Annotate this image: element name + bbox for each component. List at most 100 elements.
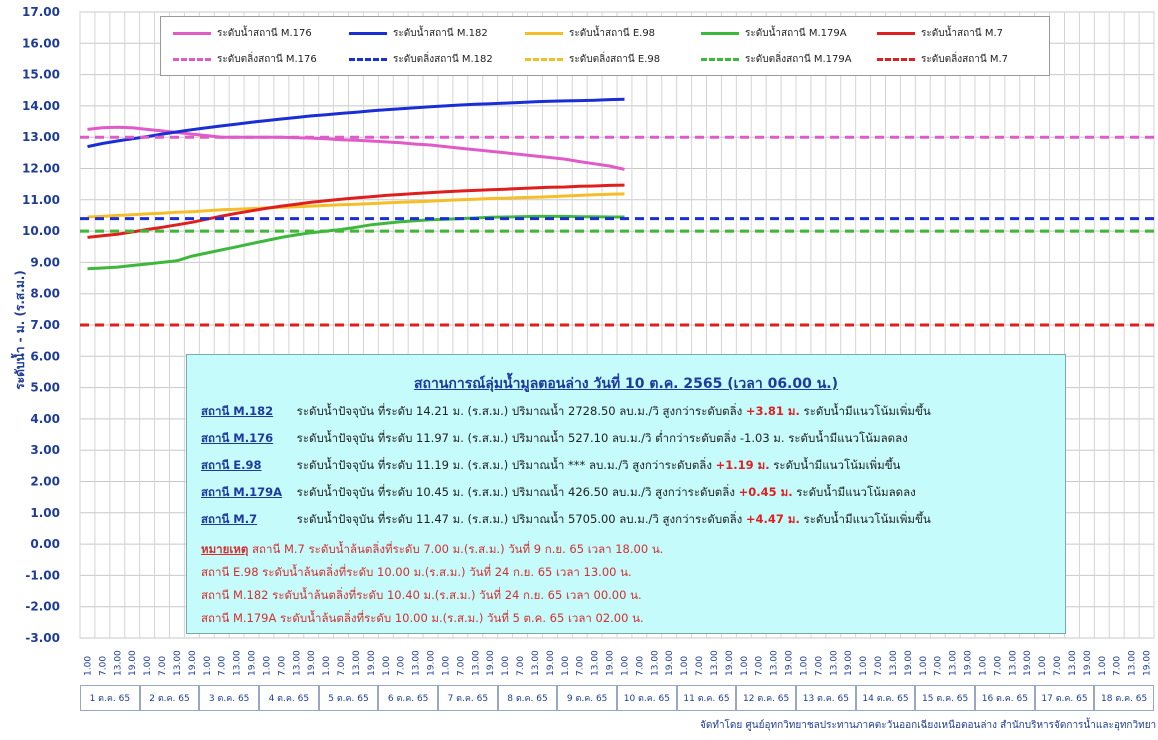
x-tick-label: 7.00 bbox=[695, 656, 705, 676]
trend-text: ระดับน้ำมีแนวโน้มเพิ่มขึ้น bbox=[773, 458, 901, 472]
date-box: 1 ต.ค. 65 bbox=[80, 685, 140, 711]
legend-swatch bbox=[173, 57, 211, 61]
current-level: ระดับน้ำปัจจุบัน ที่ระดับ 11.97 ม. (ร.ส.… bbox=[296, 431, 509, 445]
station-link[interactable]: สถานี M.176 bbox=[201, 431, 274, 445]
y-tick-label: 16.00 bbox=[22, 36, 60, 50]
x-tick-label: 13.00 bbox=[1068, 650, 1078, 676]
y-tick-label: 13.00 bbox=[22, 130, 60, 144]
legend-label: ระดับตลิ่งสถานี M.176 bbox=[217, 53, 317, 65]
legend-item: ระดับตลิ่งสถานี E.98 bbox=[525, 49, 660, 69]
legend-swatch bbox=[701, 31, 739, 35]
note-row: สถานี M.179A ระดับน้ำล้นตลิ่งที่ระดับ 10… bbox=[201, 610, 1059, 630]
x-tick-label: 13.00 bbox=[292, 650, 302, 676]
x-tick-label: 1.00 bbox=[441, 656, 451, 676]
date-box: 2 ต.ค. 65 bbox=[139, 685, 200, 711]
x-tick-label: 7.00 bbox=[337, 656, 347, 676]
note-text: สถานี M.7 ระดับน้ำล้นตลิ่งที่ระดับ 7.00 … bbox=[252, 542, 664, 556]
flow-rate: ปริมาณน้ำ 5705.00 ลบ.ม./วิ bbox=[511, 512, 659, 526]
y-tick-label: 8.00 bbox=[30, 287, 60, 301]
x-tick-label: 19.00 bbox=[546, 650, 556, 676]
y-axis-label: ระดับน้ำ - ม. (ร.ส.ม.) bbox=[10, 270, 27, 390]
station-status-row: สถานี M.179A ระดับน้ำปัจจุบัน ที่ระดับ 1… bbox=[201, 484, 1059, 504]
station-link[interactable]: สถานี M.7 bbox=[201, 512, 258, 526]
x-tick-label: 1.00 bbox=[978, 656, 988, 676]
x-tick-label: 19.00 bbox=[606, 650, 616, 676]
x-tick-label: 7.00 bbox=[218, 656, 228, 676]
legend-swatch bbox=[525, 57, 563, 61]
station-status-row: สถานี M.7 ระดับน้ำปัจจุบัน ที่ระดับ 11.4… bbox=[201, 511, 1059, 531]
station-link[interactable]: สถานี E.98 bbox=[201, 458, 262, 472]
x-tick-label: 13.00 bbox=[233, 650, 243, 676]
x-tick-label: 19.00 bbox=[725, 650, 735, 676]
note-row: สถานี M.182 ระดับน้ำล้นตลิ่งที่ระดับ 10.… bbox=[201, 587, 1059, 607]
x-tick-label: 1.00 bbox=[919, 656, 929, 676]
level-difference: +4.47 ม. bbox=[745, 512, 800, 526]
x-tick-label: 19.00 bbox=[188, 650, 198, 676]
water-level-line bbox=[87, 97, 625, 149]
legend-label: ระดับน้ำสถานี M.182 bbox=[393, 27, 488, 39]
x-tick-label: 7.00 bbox=[516, 656, 526, 676]
x-tick-label: 7.00 bbox=[635, 656, 645, 676]
x-tick-label: 13.00 bbox=[770, 650, 780, 676]
water-level-line bbox=[87, 192, 625, 219]
x-tick-label: 7.00 bbox=[1053, 656, 1063, 676]
x-tick-label: 19.00 bbox=[128, 650, 138, 676]
x-tick-label: 19.00 bbox=[248, 650, 258, 676]
station-link[interactable]: สถานี M.182 bbox=[201, 404, 274, 418]
y-tick-label: 1.00 bbox=[30, 506, 60, 520]
x-tick-label: 7.00 bbox=[874, 656, 884, 676]
situation-title: สถานการณ์ลุ่มน้ำมูลตอนล่าง วันที่ 10 ต.ค… bbox=[413, 376, 839, 392]
date-box: 5 ต.ค. 65 bbox=[318, 685, 379, 711]
legend-swatch bbox=[349, 57, 387, 61]
x-tick-label: 1.00 bbox=[262, 656, 272, 676]
note-header: หมายเหตุ bbox=[201, 542, 249, 556]
legend-swatch bbox=[525, 31, 563, 35]
x-tick-label: 19.00 bbox=[785, 650, 795, 676]
level-difference: +1.19 ม. bbox=[715, 458, 770, 472]
x-tick-label: 1.00 bbox=[83, 656, 93, 676]
y-tick-label: -1.00 bbox=[25, 568, 60, 582]
date-box: 15 ต.ค. 65 bbox=[915, 685, 975, 711]
x-tick-label: 7.00 bbox=[814, 656, 824, 676]
x-tick-label: 1.00 bbox=[382, 656, 392, 676]
legend-item: ระดับน้ำสถานี M.176 bbox=[173, 23, 312, 43]
date-box: 7 ต.ค. 65 bbox=[438, 685, 498, 711]
date-box: 10 ต.ค. 65 bbox=[617, 685, 677, 711]
note-text: สถานี M.179A ระดับน้ำล้นตลิ่งที่ระดับ 10… bbox=[201, 611, 644, 625]
x-tick-label: 13.00 bbox=[949, 650, 959, 676]
trend-text: ระดับน้ำมีแนวโน้มลดลง bbox=[796, 485, 916, 499]
x-tick-label: 7.00 bbox=[158, 656, 168, 676]
x-tick-label: 13.00 bbox=[531, 650, 541, 676]
x-tick-label: 1.00 bbox=[203, 656, 213, 676]
date-box: 14 ต.ค. 65 bbox=[855, 685, 916, 711]
x-tick-label: 19.00 bbox=[367, 650, 377, 676]
current-level: ระดับน้ำปัจจุบัน ที่ระดับ 11.19 ม. (ร.ส.… bbox=[296, 458, 509, 472]
x-tick-label: 7.00 bbox=[934, 656, 944, 676]
level-difference: +3.81 ม. bbox=[745, 404, 800, 418]
x-tick-label: 19.00 bbox=[427, 650, 437, 676]
footer-credit: จัดทำโดย ศูนย์อุทกวิทยาชลประทานภาคตะวันอ… bbox=[700, 720, 1158, 731]
y-tick-label: 2.00 bbox=[30, 475, 60, 489]
x-tick-label: 19.00 bbox=[1083, 650, 1093, 676]
legend-item: ระดับน้ำสถานี E.98 bbox=[525, 23, 655, 43]
legend-swatch bbox=[349, 31, 387, 35]
x-tick-label: 7.00 bbox=[277, 656, 287, 676]
x-tick-label: 1.00 bbox=[1098, 656, 1108, 676]
bank-compare: สูงกว่าระดับตลิ่ง bbox=[632, 458, 712, 472]
legend-label: ระดับตลิ่งสถานี M.7 bbox=[921, 53, 1009, 65]
note-text: สถานี E.98 ระดับน้ำล้นตลิ่งที่ระดับ 10.0… bbox=[201, 565, 632, 579]
y-tick-label: 6.00 bbox=[30, 349, 60, 363]
date-box: 6 ต.ค. 65 bbox=[378, 685, 438, 711]
date-box: 9 ต.ค. 65 bbox=[557, 685, 617, 711]
x-tick-label: 19.00 bbox=[964, 650, 974, 676]
x-tick-label: 1.00 bbox=[859, 656, 869, 676]
y-tick-label: 5.00 bbox=[30, 381, 60, 395]
y-tick-label: 9.00 bbox=[30, 255, 60, 269]
bank-compare: สูงกว่าระดับตลิ่ง bbox=[662, 512, 743, 526]
x-tick-label: 13.00 bbox=[412, 650, 422, 676]
x-tick-label: 13.00 bbox=[471, 650, 481, 676]
situation-box: สถานการณ์ลุ่มน้ำมูลตอนล่าง วันที่ 10 ต.ค… bbox=[186, 354, 1066, 634]
note-row: สถานี E.98 ระดับน้ำล้นตลิ่งที่ระดับ 10.0… bbox=[201, 564, 1059, 584]
station-link[interactable]: สถานี M.179A bbox=[201, 485, 283, 499]
date-box: 8 ต.ค. 65 bbox=[497, 685, 558, 711]
